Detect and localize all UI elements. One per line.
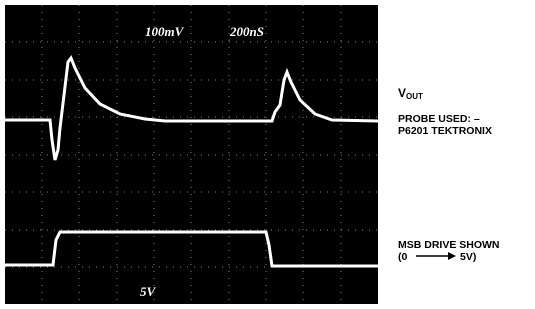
- probe-line1: PROBE USED: –: [398, 113, 480, 125]
- vout-sub: OUT: [406, 92, 423, 101]
- msb-line2-start: (0: [398, 251, 407, 263]
- msb-line1: MSB DRIVE SHOWN: [398, 239, 500, 251]
- volts-per-div: 100mV: [145, 24, 185, 39]
- drive-scale: 5V: [140, 284, 157, 299]
- arrow-head: [448, 252, 456, 260]
- vout-label: VOUT: [398, 86, 423, 101]
- msb-line2-end: 5V): [460, 251, 476, 263]
- figure: 100mV 200nS 5V VOUT PROBE USED: – P6201 …: [0, 0, 535, 309]
- probe-line2: P6201 TEKTRONIX: [398, 125, 492, 137]
- scope-screen: [5, 5, 378, 304]
- time-per-div: 200nS: [229, 24, 264, 39]
- vout-main: V: [398, 86, 406, 100]
